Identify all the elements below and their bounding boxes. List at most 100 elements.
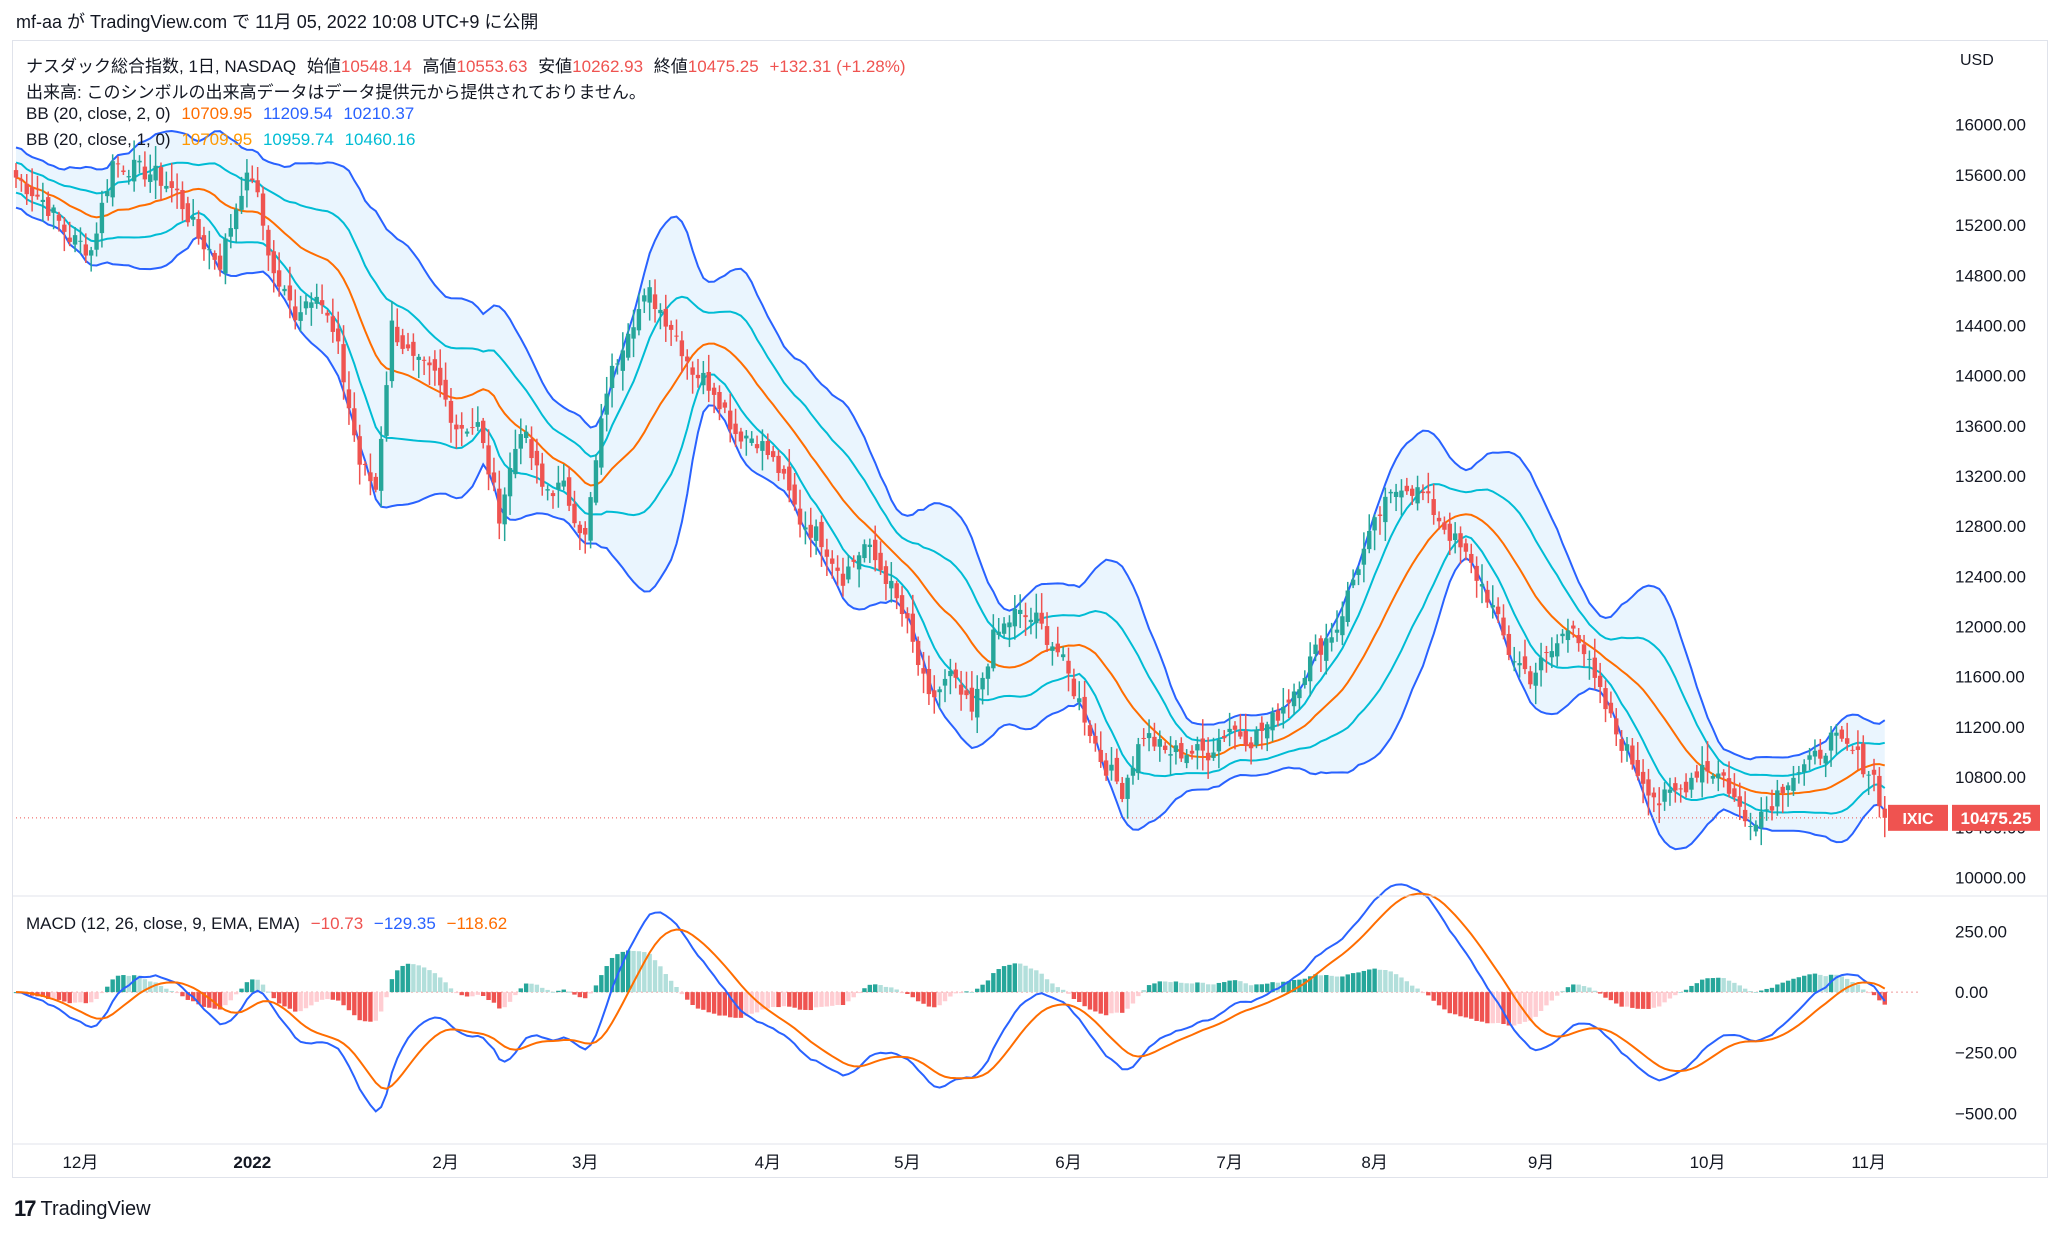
macd-histogram-bar (1796, 977, 1802, 993)
candle-body (1109, 764, 1114, 771)
macd-histogram-bar (88, 992, 94, 1003)
macd-histogram-bar (1007, 964, 1012, 993)
macd-histogram-bar (883, 986, 889, 993)
macd-histogram-bar (1431, 992, 1436, 1001)
macd-histogram-bar (362, 992, 368, 1022)
candle-body (921, 668, 926, 674)
macd-histogram-bar (1538, 992, 1544, 1011)
macd-histogram-bar (1673, 992, 1678, 996)
candle-body (1533, 672, 1538, 686)
candle-body (1565, 630, 1571, 641)
macd-histogram-bar (1028, 968, 1034, 993)
candle-body (1844, 738, 1850, 744)
macd-histogram-bar (1227, 980, 1232, 993)
candle-body (244, 172, 250, 191)
macd-histogram-bar (250, 979, 255, 993)
candle-body (1528, 671, 1533, 685)
candle-body (88, 250, 94, 256)
candle-body (459, 424, 464, 429)
candle-body (1651, 792, 1657, 798)
candle-body (561, 480, 566, 487)
macd-histogram-bar (1721, 978, 1726, 993)
time-tick-label: 11月 (1851, 1153, 1886, 1172)
macd-histogram-bar (846, 992, 851, 1002)
macd-histogram-bar (1710, 978, 1716, 993)
macd-histogram-bar (99, 992, 105, 994)
macd-histogram-bar (459, 992, 464, 996)
close-label: 終値 (653, 57, 688, 76)
candle-body (583, 527, 588, 535)
macd-histogram-bar (1162, 981, 1168, 993)
candle-body (1662, 789, 1667, 802)
candle-body (341, 344, 346, 383)
candle-body (180, 190, 185, 210)
candle-body (1791, 777, 1796, 791)
candle-body (309, 302, 314, 308)
candle-body (1361, 548, 1367, 565)
candle-body (926, 668, 932, 695)
macd-histogram-bar (1694, 983, 1700, 993)
macd-histogram-bar (1093, 992, 1098, 1012)
candle-body (368, 472, 373, 482)
symbol-title[interactable]: ナスダック総合指数, 1日, NASDAQ (26, 57, 297, 76)
macd-panel (13, 883, 1920, 1113)
macd-histogram-bar (497, 992, 502, 1009)
macd-histogram-bar (223, 992, 228, 1006)
candle-body (1071, 678, 1077, 697)
macd-histogram-bar (905, 992, 910, 994)
macd-histogram-bar (1485, 992, 1490, 1024)
bb1-legend[interactable]: BB (20, close, 2, 0) 10709.95 11209.54 1… (26, 104, 420, 124)
price-tick-label: 12000.00 (1955, 618, 2026, 637)
candle-body (1818, 749, 1823, 759)
candle-body (835, 567, 840, 571)
candle-body (1517, 663, 1522, 666)
macd-histogram-bar (1823, 976, 1828, 993)
candle-body (137, 160, 142, 163)
bb1-label: BB (20, close, 2, 0) (26, 104, 171, 123)
candle-body (862, 544, 867, 559)
macd-histogram-bar (180, 992, 185, 997)
candle-body (1812, 750, 1818, 757)
candle-body (513, 448, 518, 475)
candle-body (518, 434, 523, 449)
candle-body (276, 270, 282, 287)
macd-legend[interactable]: MACD (12, 26, close, 9, EMA, EMA) −10.73… (26, 914, 513, 934)
macd-histogram-bar (1603, 992, 1608, 998)
macd-histogram-bar (717, 992, 722, 1016)
candle-body (67, 237, 72, 242)
candle-body (212, 252, 217, 260)
price-tick-label: 10000.00 (1955, 868, 2026, 887)
candle-body (454, 424, 459, 430)
candle-body (1114, 757, 1120, 782)
candle-body (1442, 522, 1447, 530)
macd-histogram-bar (1023, 965, 1028, 993)
candle-body (1044, 626, 1050, 645)
candle-body (507, 468, 513, 497)
candle-body (1340, 616, 1345, 636)
candle-body (1297, 689, 1302, 699)
macd-histogram-bar (1415, 988, 1420, 993)
candle-body (706, 371, 711, 391)
macd-histogram-bar (319, 992, 325, 1000)
macd-histogram-bar (336, 992, 341, 1001)
candle-body (1748, 826, 1753, 828)
macd-histogram-bar (545, 989, 550, 993)
macd-tick-label: −500.00 (1955, 1104, 2017, 1123)
bb2-legend[interactable]: BB (20, close, 1, 0) 10709.95 10959.74 1… (26, 130, 422, 150)
candle-body (1050, 646, 1055, 651)
candle-body (228, 228, 233, 237)
macd-histogram-bar (540, 987, 545, 993)
candle-body (255, 180, 260, 193)
macd-histogram-bar (1125, 992, 1130, 1009)
candle-body (1130, 767, 1136, 776)
candle-body (1265, 724, 1270, 739)
candle-body (604, 393, 609, 415)
macd-histogram-bar (1372, 968, 1377, 993)
macd-histogram-bar (593, 985, 599, 993)
macd-histogram-bar (808, 992, 813, 1011)
tradingview-footer[interactable]: 17 TradingView (14, 1196, 151, 1222)
macd-histogram-bar (556, 990, 561, 993)
macd-histogram-bar (604, 966, 609, 993)
candle-body (1313, 644, 1318, 654)
